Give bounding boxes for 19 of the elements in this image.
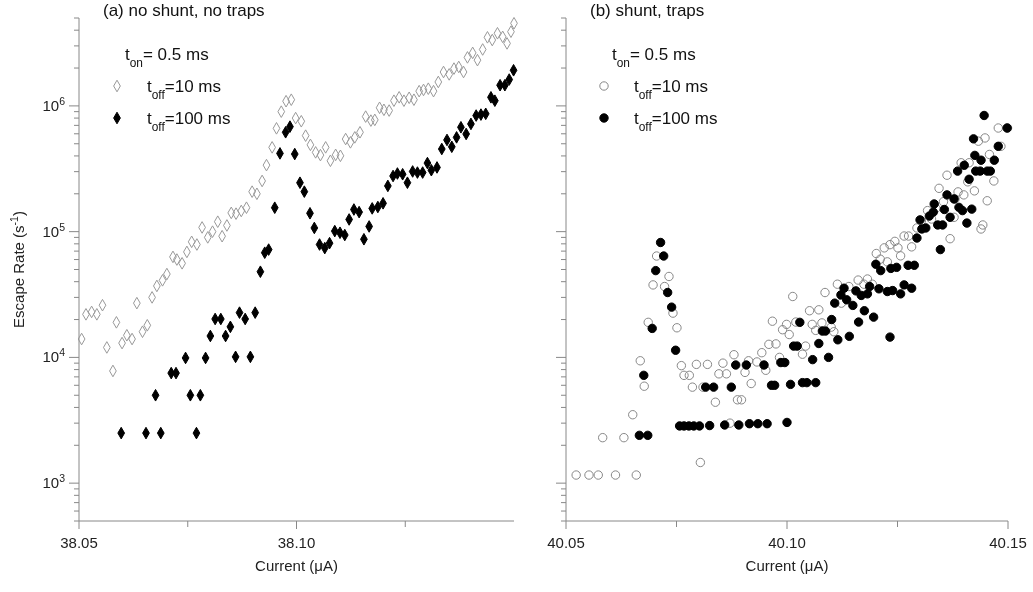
- y-tick-label: 10$^{5}$: [42, 220, 66, 240]
- y-tick-label: 10$^{4}$: [42, 346, 66, 366]
- x-tick-label: 40.05: [547, 534, 585, 551]
- x-tick-label: 40.10: [768, 534, 806, 551]
- x-tick-label: 40.15: [989, 534, 1027, 551]
- x-axis-title: Current (μA): [255, 557, 338, 574]
- legend-title: t$_{on}$= 0.5 ms: [125, 45, 209, 70]
- legend-label: t$_{off}$=100 ms: [147, 109, 231, 134]
- legend-label: t$_{off}$=100 ms: [634, 109, 718, 134]
- x-axis-title: Current (μA): [745, 557, 829, 574]
- y-tick-label: 10$^{6}$: [42, 94, 66, 114]
- legend-label: t$_{off}$=10 ms: [634, 77, 708, 102]
- y-tick-label: 10$^{3}$: [42, 472, 66, 492]
- legend-label: t$_{off}$=10 ms: [147, 77, 221, 102]
- x-tick-label: 38.10: [277, 534, 316, 551]
- chart-title: (b) shunt, traps: [590, 1, 705, 20]
- x-tick-label: 38.05: [60, 534, 98, 551]
- legend-title: t$_{on}$= 0.5 ms: [612, 45, 696, 70]
- chart-title: (a) no shunt, no traps: [103, 1, 265, 20]
